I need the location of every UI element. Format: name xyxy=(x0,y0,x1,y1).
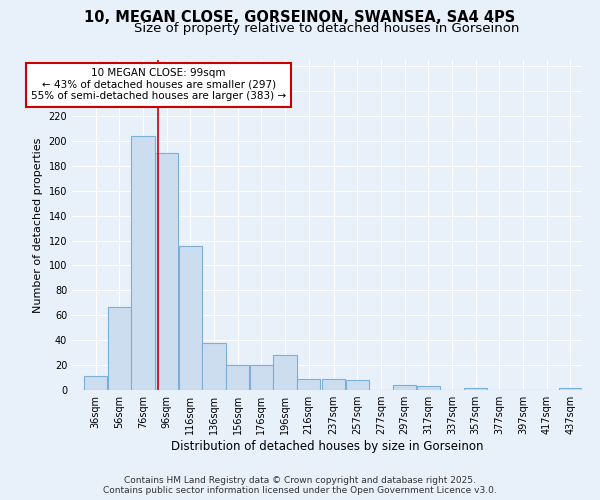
Bar xyxy=(464,388,487,390)
Bar xyxy=(274,355,296,390)
Text: Contains HM Land Registry data © Crown copyright and database right 2025.
Contai: Contains HM Land Registry data © Crown c… xyxy=(103,476,497,495)
Bar xyxy=(393,385,416,390)
Bar xyxy=(416,386,440,390)
Bar xyxy=(322,379,345,390)
Bar xyxy=(155,154,178,390)
Bar xyxy=(559,388,582,390)
Bar xyxy=(250,365,273,390)
Bar xyxy=(202,342,226,390)
Y-axis label: Number of detached properties: Number of detached properties xyxy=(33,138,43,312)
Title: Size of property relative to detached houses in Gorseinon: Size of property relative to detached ho… xyxy=(134,22,520,35)
Bar xyxy=(108,306,131,390)
Text: 10, MEGAN CLOSE, GORSEINON, SWANSEA, SA4 4PS: 10, MEGAN CLOSE, GORSEINON, SWANSEA, SA4… xyxy=(85,10,515,25)
Bar xyxy=(131,136,155,390)
X-axis label: Distribution of detached houses by size in Gorseinon: Distribution of detached houses by size … xyxy=(171,440,483,453)
Bar xyxy=(226,365,249,390)
Bar xyxy=(346,380,369,390)
Bar xyxy=(84,376,107,390)
Bar xyxy=(179,246,202,390)
Text: 10 MEGAN CLOSE: 99sqm
← 43% of detached houses are smaller (297)
55% of semi-det: 10 MEGAN CLOSE: 99sqm ← 43% of detached … xyxy=(31,68,286,102)
Bar xyxy=(297,379,320,390)
